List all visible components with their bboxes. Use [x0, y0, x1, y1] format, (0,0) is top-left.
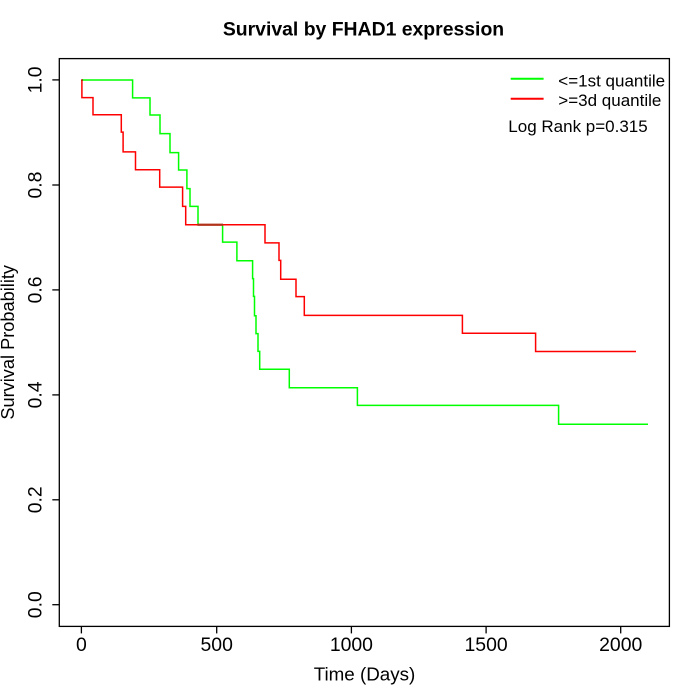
svg-text:>=3d quantile: >=3d quantile	[558, 91, 661, 110]
svg-text:0.0: 0.0	[25, 591, 47, 618]
svg-text:Survival Probability: Survival Probability	[0, 264, 18, 420]
svg-text:0.8: 0.8	[25, 172, 47, 199]
svg-text:1.0: 1.0	[25, 66, 47, 93]
svg-text:0.6: 0.6	[25, 276, 47, 303]
svg-text:0.4: 0.4	[25, 381, 47, 408]
svg-text:<=1st quantile: <=1st quantile	[558, 71, 665, 90]
svg-text:Survival by FHAD1 expression: Survival by FHAD1 expression	[223, 19, 504, 41]
svg-text:1500: 1500	[465, 634, 508, 656]
svg-text:0.2: 0.2	[25, 486, 47, 513]
svg-text:Log Rank p=0.315: Log Rank p=0.315	[508, 117, 647, 136]
svg-text:500: 500	[201, 634, 234, 656]
svg-text:0: 0	[76, 634, 87, 656]
svg-text:1000: 1000	[330, 634, 373, 656]
svg-text:2000: 2000	[599, 634, 642, 656]
svg-text:Time (Days): Time (Days)	[314, 663, 416, 684]
